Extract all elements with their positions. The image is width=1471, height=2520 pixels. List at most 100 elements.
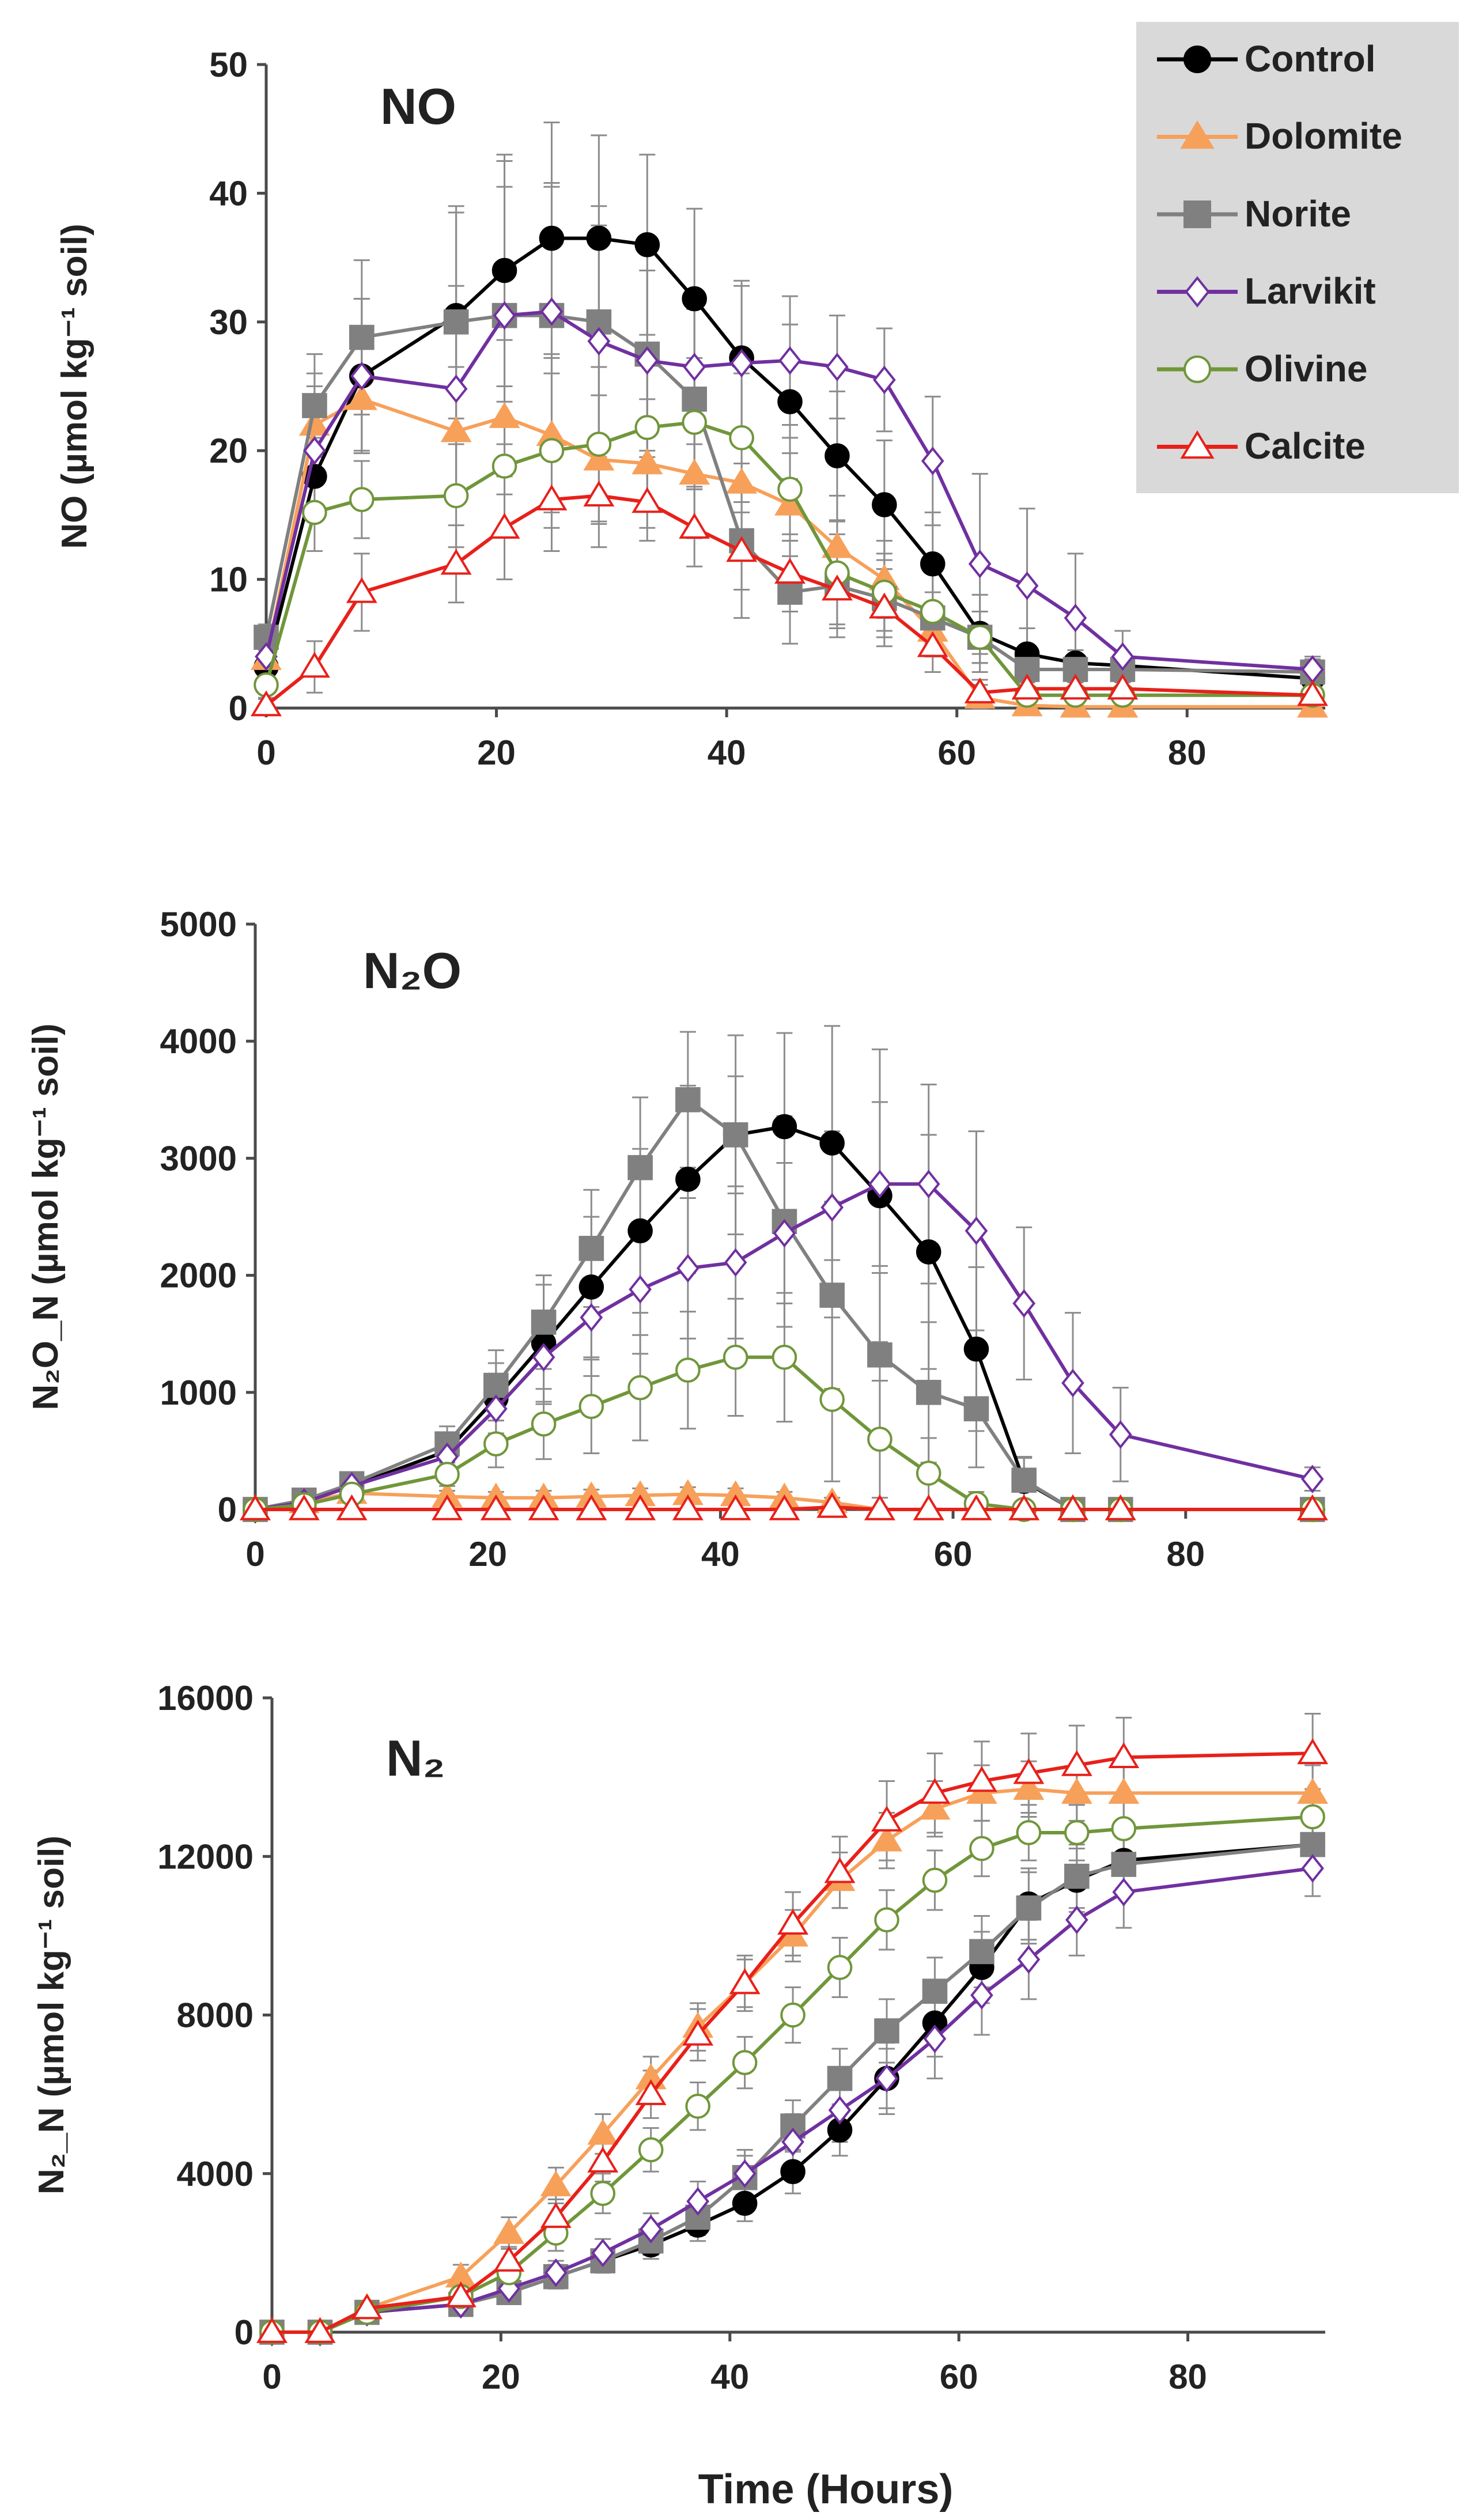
data-point-larvikit [587,327,611,356]
y-tick-label: 30 [209,303,248,342]
data-point-control [539,225,565,251]
x-tick-label: 80 [1169,2358,1207,2396]
data-point-calcite [726,536,758,562]
data-point-olivine [634,415,660,440]
y-tick-label: 50 [209,46,248,84]
data-point-calcite [480,1494,512,1520]
x-tick-label: 20 [482,2358,520,2396]
data-point-calcite [440,548,472,575]
data-point-larvikit [629,1275,652,1304]
data-point-control [675,1167,701,1192]
data-point-larvikit [968,549,992,578]
data-point-dolomite [726,467,758,494]
data-point-larvikit [1012,1289,1036,1318]
data-point-dolomite [540,2170,572,2197]
data-point-olivine [729,425,754,451]
legend-marker-olivine [1183,355,1211,383]
data-point-larvikit [733,2159,757,2188]
data-point-calcite [1013,1758,1045,1784]
data-point-olivine [627,1375,653,1401]
data-point-olivine [302,500,327,525]
data-point-dolomite [679,459,710,485]
data-point-norite [819,1282,845,1308]
data-point-calcite [251,690,282,717]
data-point-calcite [432,1494,463,1520]
data-point-olivine [777,476,803,502]
x-axis-title: Time (Hours) [698,2466,954,2513]
data-point-olivine [586,432,612,457]
y-tick-label: 5000 [160,905,237,944]
x-tick-label: 60 [937,733,976,772]
data-point-calcite [720,1494,751,1520]
data-point-larvikit [778,346,801,375]
data-point-calcite [672,1494,704,1520]
data-point-olivine [920,599,946,625]
x-tick-label: 0 [256,733,275,772]
legend-box [1136,22,1459,493]
series-larvikit [255,297,1324,684]
data-point-calcite [679,513,710,539]
data-point-larvikit [484,1394,508,1424]
legend-marker-dolomite [1180,120,1215,149]
data-point-norite [685,2204,710,2230]
data-point-dolomite [489,402,520,428]
data-point-dolomite [587,2118,619,2145]
data-point-calcite [1061,1750,1092,1776]
x-tick-label: 20 [477,733,516,772]
data-point-control [586,225,612,251]
data-point-calcite [528,1494,559,1520]
data-point-olivine [732,2050,758,2075]
x-tick-label: 20 [468,1535,507,1573]
data-point-olivine [590,2181,616,2206]
series-calcite [240,1492,1328,1520]
data-point-larvikit [826,353,849,381]
data-point-dolomite [346,384,377,410]
data-point-calcite [682,2019,714,2046]
data-point-larvikit [544,2258,568,2287]
data-point-norite [1011,1467,1037,1493]
data-point-larvikit [636,346,659,375]
data-point-larvikit [875,2064,898,2093]
x-tick-label: 80 [1168,733,1207,772]
data-point-control [627,1218,653,1244]
y-tick-label: 3000 [160,1139,237,1178]
data-point-larvikit [493,301,516,330]
data-point-larvikit [781,2127,804,2156]
data-point-calcite [816,1492,848,1518]
data-point-larvikit [965,1216,988,1246]
data-point-olivine [827,1955,853,1980]
data-point-olivine [867,1427,893,1452]
data-point-norite [827,2065,853,2091]
data-point-norite [723,1122,748,1148]
data-point-larvikit [1301,1854,1324,1883]
data-point-control [920,551,946,577]
data-point-norite [1300,1832,1325,1857]
legend: Control Dolomite Norite Larvikit Olivine… [1136,22,1459,493]
data-point-dolomite [631,448,663,475]
data-point-calcite [913,1494,944,1520]
data-point-dolomite [1013,1774,1045,1800]
data-point-calcite [868,592,900,619]
y-tick-label: 12000 [157,1837,254,1876]
data-point-larvikit [1017,1945,1041,1974]
data-point-larvikit [872,365,896,395]
legend-label-norite: Norite [1245,193,1351,234]
data-point-calcite [1297,1738,1329,1765]
data-point-calcite [1011,673,1043,700]
data-point-larvikit [1064,603,1087,633]
data-point-control [634,232,660,258]
data-point-calcite [919,1777,951,1804]
data-point-calcite [777,1909,809,1935]
data-point-norite [627,1155,653,1180]
data-point-olivine [1064,1820,1090,1845]
data-point-olivine [539,438,565,464]
panel-n2: 0 4000 8000 12000 16000 0 20 40 60 80 N₂ N₂_N (µmol… [32,1679,1329,2396]
legend-marker-norite [1183,200,1211,228]
data-point-dolomite [1108,1777,1140,1804]
data-point-olivine [1111,1816,1137,1841]
data-point-larvikit [1061,1368,1084,1398]
data-point-olivine [967,625,993,650]
data-point-norite [922,1978,948,2004]
panel-no: 0 10 20 30 40 50 0 20 40 60 80 NO NO (µmol kg⁻¹ soil… [55,46,1328,772]
y-tick-label: 4000 [177,2155,254,2193]
